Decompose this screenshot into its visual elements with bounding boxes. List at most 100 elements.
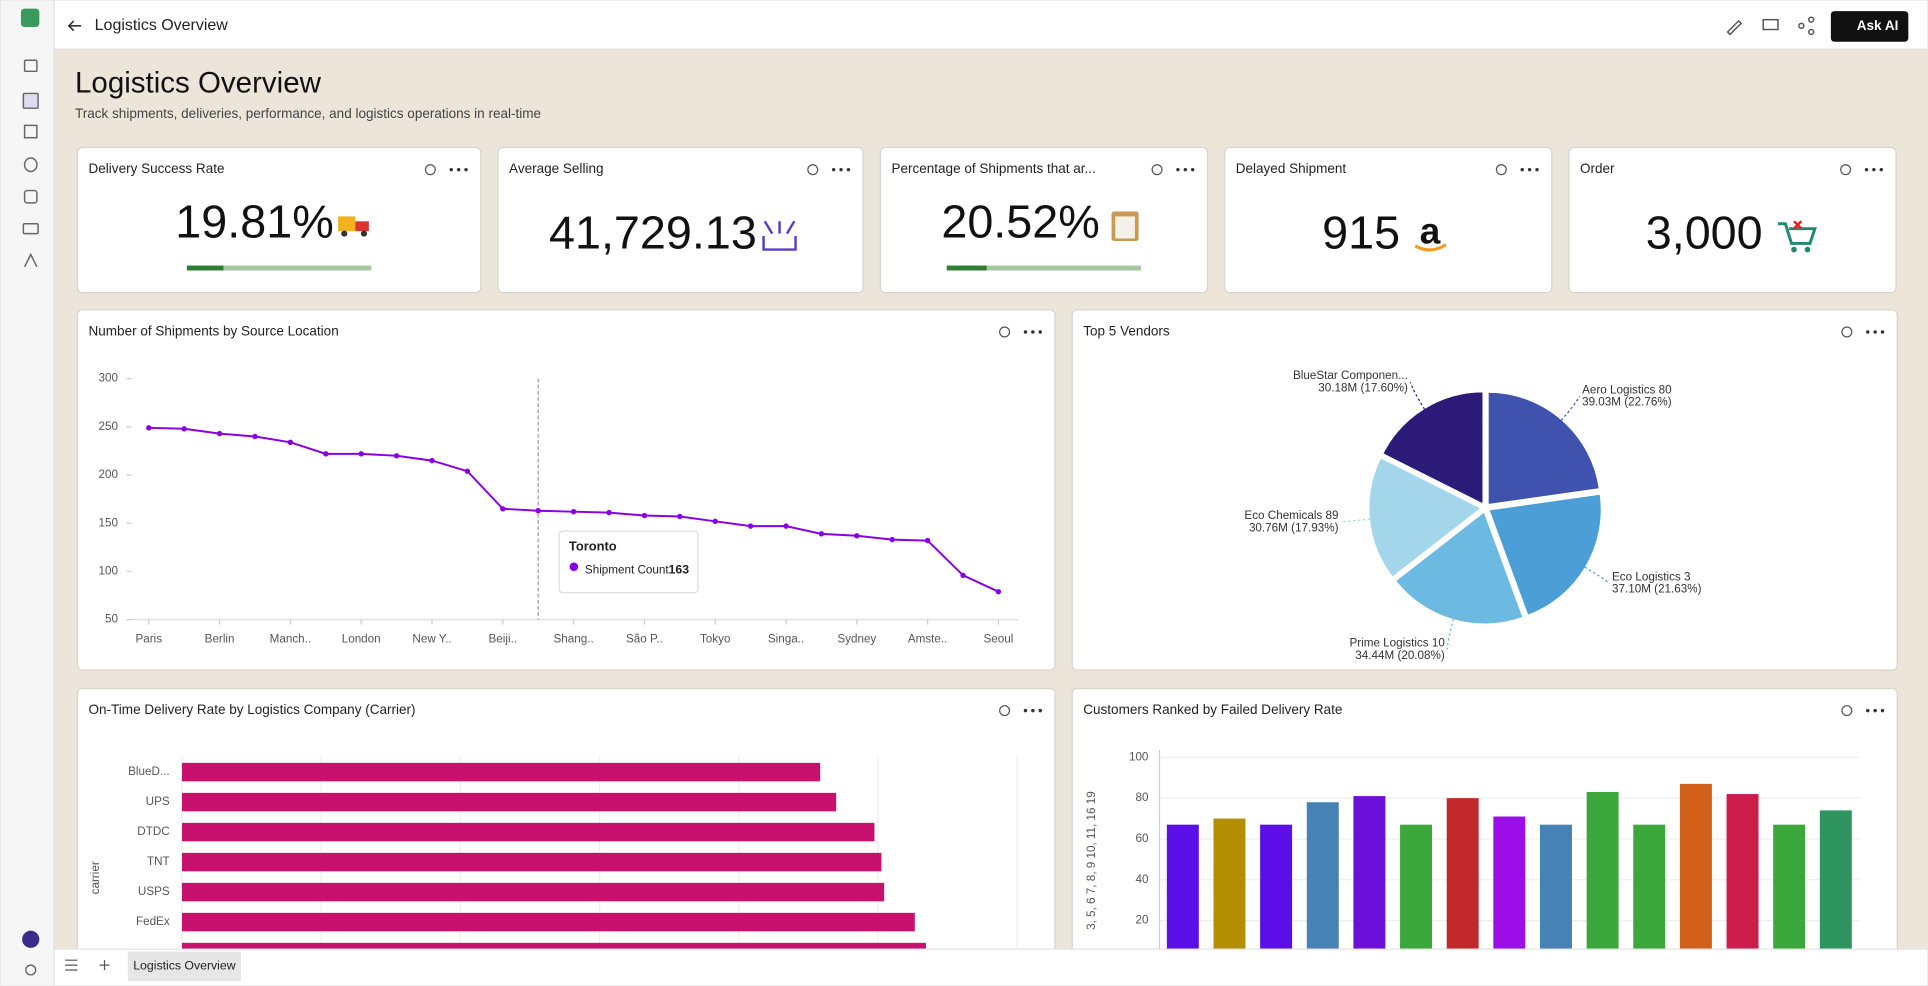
tab[interactable] <box>127 951 241 982</box>
arrows-icon <box>762 220 797 251</box>
panels <box>76 309 1898 985</box>
theme-toggle[interactable] <box>25 964 37 976</box>
nav-icon[interactable] <box>23 252 38 268</box>
x-tick-label: New Y.. <box>412 632 451 645</box>
avatar[interactable] <box>22 930 40 948</box>
bar <box>1306 802 1339 962</box>
insight-button[interactable] <box>1840 164 1852 176</box>
insight-button[interactable] <box>1841 705 1853 717</box>
back-button[interactable] <box>67 20 82 32</box>
point <box>287 439 294 445</box>
insight-button[interactable] <box>999 326 1011 338</box>
kpi-title: Percentage of Shipments that ar... <box>891 161 1095 176</box>
panel <box>76 309 1056 671</box>
cart-icon <box>1793 220 1803 230</box>
share-button[interactable] <box>1807 16 1815 23</box>
more-button[interactable] <box>1872 167 1876 172</box>
progress-fill <box>946 265 987 271</box>
truck-icon <box>338 216 356 232</box>
x-tick-label: Amste.. <box>908 632 948 645</box>
add-tab-button[interactable] <box>99 960 110 971</box>
share-button[interactable] <box>1807 28 1815 36</box>
more-button[interactable] <box>1535 167 1539 172</box>
more-button[interactable] <box>1880 708 1885 713</box>
more-button[interactable] <box>1038 330 1042 334</box>
more-button[interactable] <box>1031 708 1035 713</box>
insight-button[interactable] <box>999 705 1011 717</box>
y-tick-label: FedEx <box>136 915 170 928</box>
y-tick-label: 250 <box>99 420 119 433</box>
edit-button[interactable] <box>1726 19 1743 36</box>
more-button[interactable] <box>1527 167 1532 172</box>
chart-title: Number of Shipments by Source Location <box>89 324 339 339</box>
more-button[interactable] <box>1190 167 1195 172</box>
nav-icon[interactable] <box>22 223 39 235</box>
insight-button[interactable] <box>1495 164 1507 176</box>
chart-title: On-Time Delivery Rate by Logistics Compa… <box>89 702 416 717</box>
progress-fill <box>186 265 224 271</box>
cart-icon <box>1777 222 1817 245</box>
insight-button[interactable] <box>1151 164 1163 176</box>
more-button[interactable] <box>1023 708 1028 713</box>
y-tick-label: 40 <box>1135 873 1148 886</box>
more-button[interactable] <box>1864 167 1869 172</box>
y-tick-label: DTDC <box>137 825 169 838</box>
point <box>429 457 435 464</box>
present-button[interactable] <box>1762 18 1779 31</box>
progress-track <box>186 265 372 271</box>
more-button[interactable] <box>839 167 843 172</box>
insight-button[interactable] <box>807 164 819 176</box>
x-tick-label: Paris <box>135 632 162 645</box>
chart-title: Top 5 Vendors <box>1083 324 1170 339</box>
bar <box>1260 824 1293 962</box>
pie-value-label: 37.10M (21.63%) <box>1612 583 1702 596</box>
y-tick-label: 80 <box>1135 791 1148 804</box>
more-button[interactable] <box>1023 330 1028 334</box>
page-title: Logistics Overview <box>75 67 322 100</box>
more-button[interactable] <box>464 167 468 172</box>
more-button[interactable] <box>1031 330 1035 334</box>
clipboard-icon <box>1115 216 1135 239</box>
nav-icon[interactable] <box>23 124 38 139</box>
bottom-bar <box>53 948 1928 986</box>
more-button[interactable] <box>1873 330 1877 334</box>
insight-button[interactable] <box>1841 326 1853 338</box>
point <box>146 425 152 431</box>
more-button[interactable] <box>1866 708 1870 713</box>
more-button[interactable] <box>456 167 461 172</box>
point <box>216 430 223 437</box>
kpi-icons: a <box>338 210 1817 253</box>
insight-button[interactable] <box>424 164 436 176</box>
nav-icon[interactable] <box>23 189 38 204</box>
y-tick-label: 20 <box>1135 914 1148 927</box>
bar <box>1400 824 1433 962</box>
logo[interactable] <box>20 8 40 28</box>
more-button[interactable] <box>846 167 851 172</box>
bar <box>1679 783 1712 962</box>
more-button[interactable] <box>1880 330 1885 334</box>
nav-icon[interactable] <box>22 92 39 109</box>
ask-ai-button[interactable] <box>1830 11 1909 42</box>
more-button[interactable] <box>1176 167 1180 172</box>
more-button[interactable] <box>1879 167 1883 172</box>
point <box>924 537 931 544</box>
more-button[interactable] <box>1866 330 1870 334</box>
bar <box>1633 824 1666 962</box>
bar <box>1773 824 1806 962</box>
kpi-title: Delivery Success Rate <box>89 161 225 176</box>
tooltip-series: Shipment Count <box>585 564 669 577</box>
nav-icon[interactable] <box>23 59 38 73</box>
more-button[interactable] <box>1873 708 1877 713</box>
bar <box>1353 796 1386 962</box>
more-button[interactable] <box>449 167 453 172</box>
more-button[interactable] <box>1183 167 1188 172</box>
more-button[interactable] <box>831 167 836 172</box>
menu-button[interactable] <box>65 959 78 971</box>
nav-icon[interactable] <box>23 157 38 173</box>
share-button[interactable] <box>1798 22 1805 30</box>
more-button[interactable] <box>1038 708 1042 713</box>
y-axis-label: carrier <box>89 861 102 894</box>
more-button[interactable] <box>1520 167 1524 172</box>
point <box>393 453 400 459</box>
x-tick-label: Seoul <box>983 632 1013 645</box>
